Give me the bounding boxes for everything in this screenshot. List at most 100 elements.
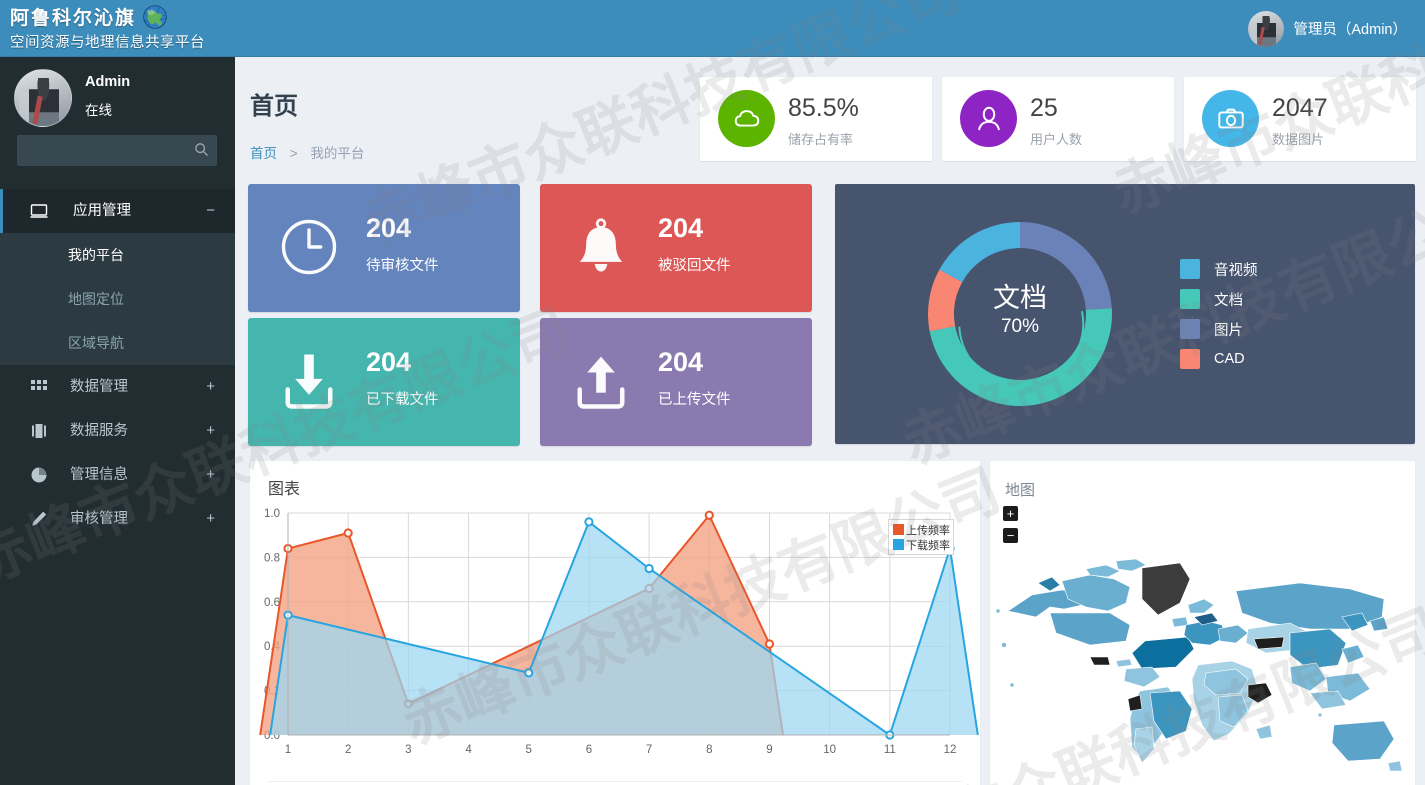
sidebar-item-label: 数据管理 [70, 379, 128, 395]
sidebar-nav: 应用管理 − 我的平台 地图定位 区域导航 数据管理 + [0, 189, 235, 541]
donut-slice[interactable] [1020, 222, 1112, 310]
legend-item[interactable]: 下载频率 [892, 537, 950, 552]
search-button[interactable] [186, 136, 216, 165]
tile-rejected[interactable]: 204 被驳回文件 [540, 184, 812, 312]
brand-header[interactable]: 阿鲁科尔沁旗 空间资源与地理信息共享平台 [0, 0, 235, 57]
brand-title: 阿鲁科尔沁旗 [10, 8, 137, 29]
user-menu-label: 管理员（Admin） [1293, 22, 1407, 38]
pencil-icon [32, 511, 47, 526]
donut-highlight-arc [958, 310, 1085, 387]
expand-toggle-icon[interactable]: + [206, 422, 215, 439]
expand-toggle-icon[interactable]: + [206, 466, 215, 483]
tile-label: 已下载文件 [366, 392, 439, 408]
tile-label: 被驳回文件 [658, 258, 731, 274]
grid-icon [31, 380, 47, 390]
breadcrumb-home[interactable]: 首页 [250, 146, 277, 161]
avatar [14, 69, 72, 127]
data-point[interactable] [704, 510, 714, 520]
x-tick-label: 6 [586, 744, 592, 756]
expand-toggle-icon[interactable]: + [206, 378, 215, 395]
chart-title: 图表 [268, 481, 301, 498]
x-tick-label: 2 [345, 744, 351, 756]
collapse-toggle-icon[interactable]: − [206, 202, 215, 219]
page-title: 首页 [250, 93, 298, 120]
sidebar-subitem-map-location[interactable]: 地图定位 [68, 291, 124, 307]
user-icon [960, 90, 1017, 147]
legend-item[interactable]: 上传频率 [892, 522, 950, 537]
sidebar: 阿鲁科尔沁旗 空间资源与地理信息共享平台 Admin 在线 [0, 0, 235, 785]
donut-chart[interactable] [870, 184, 1170, 444]
tile-downloaded[interactable]: 204 已下载文件 [248, 318, 520, 446]
tile-label: 已上传文件 [658, 392, 731, 408]
world-map[interactable] [990, 533, 1415, 785]
sidebar-item-label: 管理信息 [70, 467, 128, 483]
user-menu[interactable]: 管理员（Admin） [1240, 0, 1415, 57]
legend-swatch [892, 538, 905, 551]
stat-card-storage[interactable]: 85.5% 储存占有率 [700, 76, 932, 161]
data-point[interactable] [343, 528, 353, 538]
legend-item[interactable]: 图片 [1180, 314, 1258, 344]
y-tick-label: 0.8 [264, 552, 280, 564]
sidebar-item-app-management[interactable]: 应用管理 − [0, 189, 235, 233]
stat-card-value: 2047 [1272, 94, 1328, 122]
sidebar-submenu-app-management: 我的平台 地图定位 区域导航 [0, 233, 235, 365]
data-point[interactable] [584, 517, 594, 527]
x-tick-label: 11 [884, 744, 896, 756]
expand-toggle-icon[interactable]: + [206, 510, 215, 527]
stat-card-label: 用户人数 [1030, 132, 1083, 147]
sidebar-item-data-management[interactable]: 数据管理 + [0, 365, 235, 409]
series-line [259, 513, 785, 736]
map-zoom-in-button[interactable]: + [1003, 506, 1018, 521]
x-tick-label: 8 [706, 744, 712, 756]
legend-label: 文档 [1214, 292, 1243, 309]
cloud-icon [718, 90, 775, 147]
x-tick-label: 5 [526, 744, 532, 756]
briefcase-icon [32, 424, 46, 438]
tile-uploaded[interactable]: 204 已上传文件 [540, 318, 812, 446]
donut-slice[interactable] [929, 308, 1112, 407]
search-box[interactable] [17, 135, 217, 166]
donut-slice[interactable] [928, 269, 963, 332]
tile-value: 204 [366, 213, 412, 243]
screen-icon [30, 204, 48, 218]
data-point[interactable] [524, 668, 534, 678]
map-title: 地图 [1005, 482, 1036, 499]
sidebar-item-label: 数据服务 [70, 423, 128, 439]
stat-card-label: 储存占有率 [788, 132, 854, 147]
x-tick-label: 9 [766, 744, 772, 756]
stat-card-images[interactable]: 2047 数据图片 [1184, 76, 1416, 161]
legend-item[interactable]: 音视频 [1180, 254, 1258, 284]
legend-label: CAD [1214, 351, 1245, 367]
sidebar-user-name: Admin [85, 74, 131, 90]
sidebar-user-panel: Admin 在线 [0, 57, 235, 127]
chart-legend: 上传频率 下载频率 [888, 519, 954, 555]
y-tick-label: 1.0 [264, 508, 280, 520]
series-area [270, 521, 978, 735]
main-content: 首页 首页 > 我的平台 85.5% 储存占有率 2 5 [235, 57, 1425, 785]
search-input[interactable] [18, 136, 188, 165]
data-point[interactable] [764, 639, 775, 649]
data-point[interactable] [644, 563, 654, 574]
map-panel: 地图 + − [990, 460, 1415, 785]
globe-icon [143, 5, 167, 29]
donut-chart-panel: 文档 70% 音视频 文档 图片 CAD [835, 184, 1415, 444]
tile-pending-review[interactable]: 204 待审核文件 [248, 184, 520, 312]
sidebar-subitem-area-navigation[interactable]: 区域导航 [68, 335, 124, 351]
stat-card-users[interactable]: 25 用户人数 [942, 76, 1174, 161]
breadcrumb-separator: > [289, 146, 298, 161]
sidebar-subitem-my-platform[interactable]: 我的平台 [68, 247, 124, 263]
donut-slice[interactable] [939, 222, 1020, 283]
series-line [269, 520, 979, 737]
sidebar-user-status: 在线 [85, 103, 112, 118]
legend-item[interactable]: 文档 [1180, 284, 1258, 314]
legend-item[interactable]: CAD [1180, 344, 1258, 374]
breadcrumb-current: 我的平台 [310, 146, 365, 161]
sidebar-item-audit-management[interactable]: 审核管理 + [0, 497, 235, 541]
stat-card-label: 数据图片 [1272, 132, 1325, 147]
sidebar-item-management-info[interactable]: 管理信息 + [0, 453, 235, 497]
map-zoom-out-button[interactable]: − [1003, 528, 1018, 543]
sidebar-item-data-service[interactable]: 数据服务 + [0, 409, 235, 453]
x-tick-label: 1 [285, 744, 291, 756]
legend-label: 图片 [1214, 322, 1243, 339]
